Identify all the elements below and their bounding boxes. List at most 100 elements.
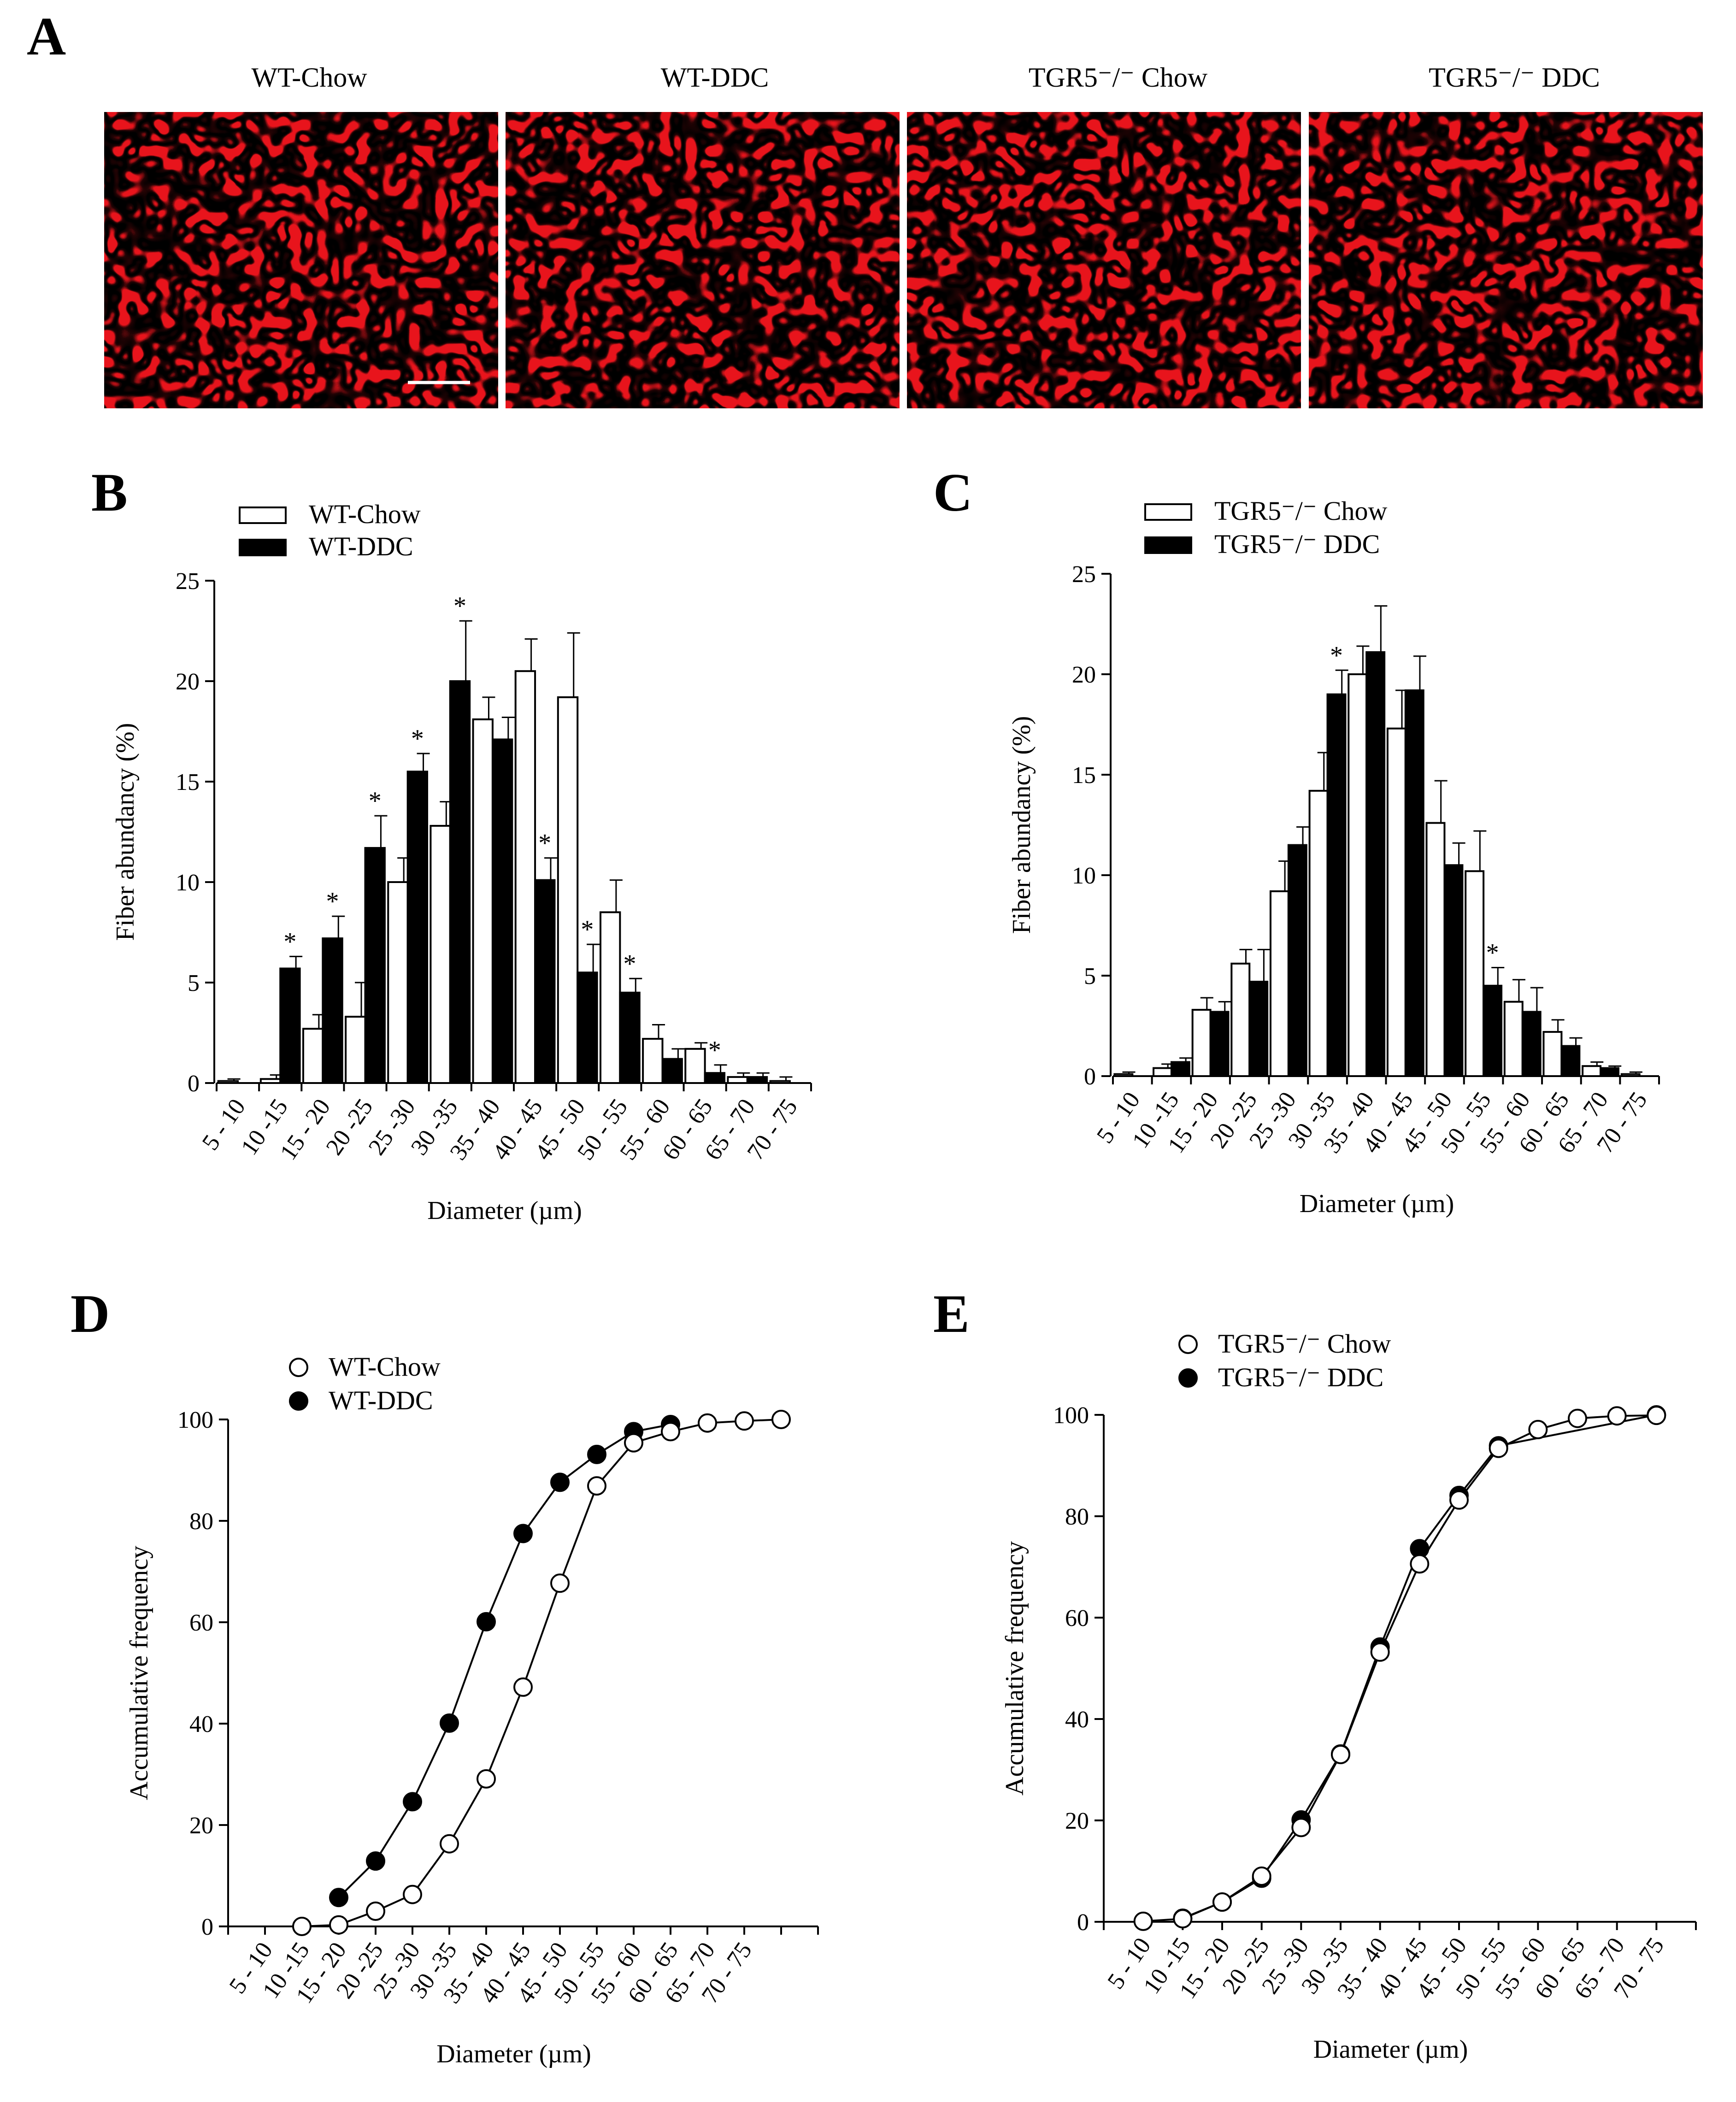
y-tick-label: 0: [201, 1914, 213, 1940]
bar-filled: [704, 1072, 726, 1084]
bar-open: [1230, 962, 1251, 1077]
data-point-open: [698, 1413, 717, 1433]
y-tick-label: 20: [189, 1813, 213, 1839]
legend-swatch-filled: [239, 539, 287, 556]
legend-marker-open: [1178, 1335, 1198, 1354]
series-line: [338, 1424, 671, 1898]
bar-filled: [491, 738, 513, 1084]
bar-open: [1308, 789, 1329, 1077]
bar-open: [599, 911, 621, 1084]
bar-open: [430, 824, 451, 1084]
micrograph-title-tgr5-ddc: TGR5⁻/⁻ DDC: [1429, 62, 1600, 93]
data-point-open: [1173, 1909, 1193, 1929]
bar-open: [1191, 1009, 1212, 1077]
legend-label: WT-DDC: [309, 531, 413, 561]
significance-star: *: [326, 887, 339, 916]
significance-star: *: [1486, 939, 1499, 967]
bar-filled: [1209, 1011, 1230, 1077]
bar-filled: [1287, 844, 1307, 1077]
y-tick-label: 40: [189, 1711, 213, 1737]
bar-open: [259, 1078, 282, 1084]
significance-star: *: [411, 724, 424, 753]
y-tick-label: 40: [1065, 1707, 1089, 1733]
micrograph-wt-chow: WT-Chow: [103, 62, 499, 409]
data-point-open: [292, 1917, 312, 1936]
y-axis-label: Accumulative frequency: [1000, 1541, 1029, 1796]
significance-star: *: [283, 927, 296, 956]
y-tick-label: 10: [1072, 863, 1096, 889]
x-axis-label: Diameter (µm): [1313, 2035, 1468, 2064]
data-point-filled: [513, 1524, 533, 1543]
panel-label-b: B: [91, 462, 128, 523]
panel-label-a: A: [27, 6, 66, 66]
y-axis-label: Fiber abundancy (%): [111, 723, 140, 941]
bar-open: [557, 696, 579, 1084]
data-point-open: [513, 1677, 533, 1697]
bar-filled: [1404, 689, 1424, 1077]
y-tick-label: 80: [1065, 1504, 1089, 1530]
y-tick-label: 10: [176, 870, 200, 896]
data-point-open: [1410, 1554, 1430, 1574]
data-point-open: [771, 1410, 791, 1429]
data-point-filled: [403, 1792, 422, 1812]
panel-label-d: D: [71, 1284, 110, 1344]
significance-star: *: [1330, 641, 1343, 670]
bar-filled: [1170, 1061, 1190, 1077]
bar-filled: [1483, 984, 1503, 1077]
x-axis-label: Diameter (µm): [436, 2040, 591, 2068]
data-point-filled: [477, 1612, 496, 1631]
legend-swatch-open: [239, 506, 287, 524]
y-tick-label: 20: [1065, 1808, 1089, 1834]
legend-swatch-open: [1144, 503, 1192, 521]
legend-label: WT-Chow: [329, 1352, 441, 1382]
data-point-open: [1568, 1408, 1587, 1428]
legend-label: TGR5⁻/⁻ DDC: [1218, 1362, 1383, 1392]
legend-marker-filled: [1178, 1368, 1198, 1388]
legend-marker-filled: [289, 1391, 308, 1411]
bar-filled: [449, 680, 471, 1084]
bar-open: [514, 670, 536, 1084]
y-axis-label: Accumulative frequency: [125, 1546, 153, 1800]
data-point-open: [403, 1884, 422, 1904]
bar-open: [472, 718, 494, 1084]
y-tick-label: 25: [1072, 561, 1096, 588]
legend-label: TGR5⁻/⁻ DDC: [1214, 529, 1380, 559]
series-line: [301, 1419, 782, 1927]
legend-label: WT-DDC: [329, 1385, 433, 1415]
bar-filled: [1600, 1067, 1619, 1077]
x-tick-label: 20 -25: [321, 1094, 378, 1160]
y-tick-label: 60: [1065, 1605, 1089, 1631]
bar-open: [217, 1080, 239, 1084]
bar-open: [1542, 1031, 1563, 1077]
bar-filled: [619, 991, 641, 1084]
bar-open: [1465, 870, 1485, 1077]
bar-filled: [577, 972, 598, 1084]
panel-label-c: C: [933, 462, 972, 523]
significance-star: *: [369, 787, 382, 815]
micrograph-tgr5-chow: TGR5⁻/⁻ Chow: [906, 62, 1302, 409]
y-tick-label: 5: [188, 970, 200, 996]
bar-open: [1153, 1067, 1172, 1077]
data-point-filled: [366, 1851, 385, 1871]
bar-filled: [1443, 864, 1464, 1077]
legend-label: TGR5⁻/⁻ Chow: [1214, 496, 1388, 526]
bar-open: [1348, 673, 1368, 1077]
bar-open: [302, 1028, 324, 1084]
bar-filled: [1521, 1011, 1542, 1077]
data-point-open: [1331, 1745, 1350, 1764]
data-point-open: [477, 1769, 496, 1789]
data-point-open: [440, 1834, 459, 1854]
bar-open: [1620, 1073, 1641, 1077]
legend-label: TGR5⁻/⁻ Chow: [1218, 1329, 1391, 1359]
bar-filled: [364, 847, 386, 1084]
bar-open: [727, 1076, 748, 1084]
y-tick-label: 80: [189, 1508, 213, 1535]
bar-filled: [1248, 981, 1269, 1077]
y-tick-label: 60: [189, 1610, 213, 1636]
bar-open: [1113, 1073, 1134, 1077]
legend-swatch-filled: [1144, 536, 1192, 554]
